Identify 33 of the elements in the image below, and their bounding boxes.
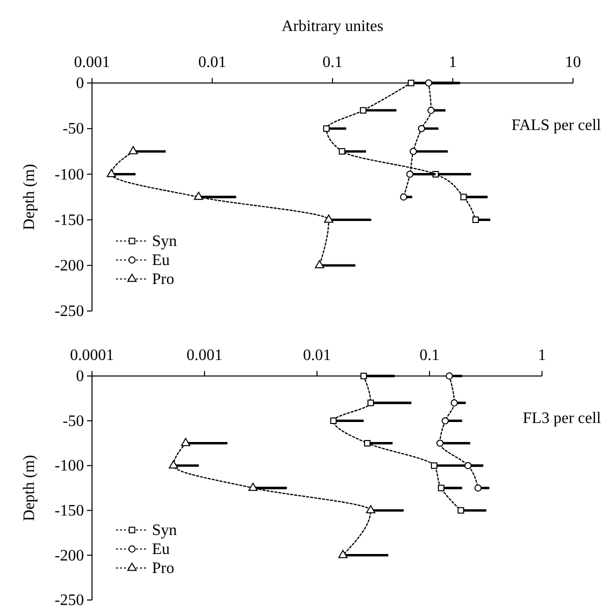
y-tick-label: -200	[54, 547, 84, 564]
legend-label: Syn	[152, 522, 177, 539]
y-tick-label: -250	[54, 592, 84, 606]
x-tick-label: 0.0001	[70, 347, 114, 364]
x-tick-label: 0.001	[186, 347, 222, 364]
annotation: FL3 per cell	[522, 410, 602, 427]
x-tick-label: 1	[448, 54, 457, 71]
y-tick-label: 0	[76, 368, 84, 386]
legend-label: Pro	[152, 271, 174, 288]
annotation: FALS per cell	[512, 117, 602, 134]
y-tick-label: 0	[76, 75, 84, 92]
legend-label: Eu	[152, 252, 170, 269]
x-tick-label: 1	[538, 347, 546, 364]
legend-label: Pro	[152, 560, 174, 577]
x-tick-label: 0.1	[322, 54, 342, 71]
y-axis-title: Depth (m)	[21, 164, 38, 230]
y-tick-label: -250	[54, 303, 84, 320]
x-tick-label: 0.01	[198, 54, 226, 71]
y-tick-label: -100	[54, 166, 84, 184]
x-tick-label: 0.01	[303, 347, 331, 364]
x-tick-label: 0.1	[420, 347, 440, 364]
y-tick-label: -100	[54, 458, 84, 475]
x-axis-title: Arbitrary unites	[282, 18, 384, 35]
y-tick-label: -50	[62, 412, 84, 430]
legend-label: Eu	[152, 541, 170, 558]
y-tick-label: -200	[54, 258, 84, 275]
y-tick-label: -150	[54, 212, 84, 229]
y-tick-label: -150	[54, 502, 84, 520]
y-axis-title: Depth (m)	[21, 454, 38, 522]
legend-label: Syn	[152, 233, 177, 250]
x-tick-label: 0.001	[74, 54, 110, 71]
y-tick-label: -50	[62, 120, 84, 138]
x-tick-label: 10	[565, 54, 581, 71]
